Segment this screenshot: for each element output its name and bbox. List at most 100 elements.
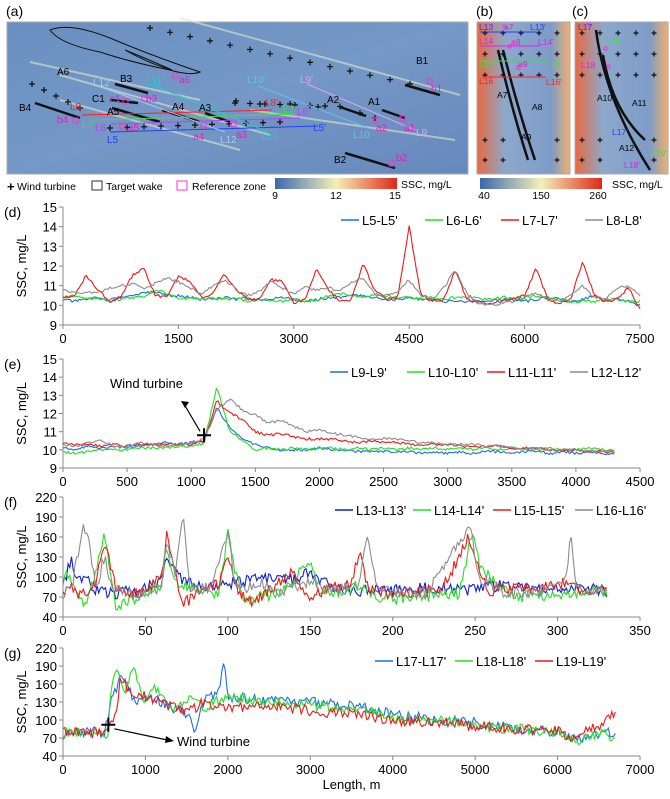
x-tick-label: 150 — [299, 623, 321, 638]
map-label: A11 — [632, 98, 647, 108]
x-tick-label: 350 — [629, 623, 651, 638]
wind-turbine-icon — [287, 55, 293, 62]
y-tick-label: 15 — [43, 352, 57, 367]
x-axis-label: Length, m — [323, 777, 381, 792]
map-label: b4 — [57, 115, 69, 126]
map-label: L11' — [146, 77, 164, 88]
map-label: A10 — [597, 93, 612, 103]
wind-turbine-icon — [158, 123, 164, 130]
wind-turbine-icon — [347, 68, 353, 74]
panel-label-b: (b) — [476, 3, 493, 19]
map-label: L9 — [416, 128, 428, 139]
wind-turbine-icon — [554, 51, 560, 57]
y-tick-label: 13 — [43, 388, 57, 403]
series-line-l19 — [62, 677, 616, 742]
map-label: L15' — [546, 60, 562, 70]
wind-turbine-icon — [192, 122, 198, 128]
wind-turbine-icon — [597, 137, 603, 143]
x-tick-label: 7500 — [626, 331, 655, 346]
map-label: a9 — [518, 59, 528, 69]
y-tick-label: 130 — [35, 695, 57, 710]
x-tick-label: 4500 — [395, 331, 424, 346]
map-label: a6 — [179, 75, 191, 86]
y-tick-label: 130 — [35, 550, 57, 565]
colorbar-a-label: SSC, mg/L — [401, 179, 452, 191]
series-line-l14 — [62, 528, 608, 611]
map-label: L12 — [220, 135, 237, 146]
wind-turbine-icon — [633, 72, 639, 78]
wind-turbine-icon — [579, 72, 585, 78]
chart-f: (f) SSC, mg/L 40 70 100 130 160 190 220 0 50 100 150… — [4, 490, 651, 638]
map-label: B4 — [19, 103, 32, 114]
y-axis-label: SSC, mg/L — [14, 671, 29, 734]
wind-turbine-icon — [107, 125, 113, 131]
map-label: L19' — [651, 148, 667, 158]
x-tick-label: 3000 — [296, 762, 325, 777]
wind-turbine-icon — [207, 37, 213, 44]
map-label: a8 — [511, 37, 521, 47]
x-tick-label: 3000 — [433, 474, 462, 489]
legend-label: L13-L13' — [356, 503, 406, 518]
map-label: L8' — [265, 98, 278, 109]
series-line-l6 — [62, 289, 641, 304]
x-tick-label: 6000 — [543, 762, 572, 777]
panel-label-a: (a) — [6, 3, 23, 19]
chart-d: (d) SSC, mg/L 9 10 11 12 13 14 15 0 1500 3000 4500 60… — [4, 200, 654, 346]
wake-streak — [59, 99, 241, 151]
map-label: a2 — [376, 123, 388, 134]
x-tick-label: 0 — [59, 331, 66, 346]
chart-e: (e) SSC, mg/L 9 10 11 12 13 14 15 0 500 1000 1500 200… — [4, 352, 654, 489]
wind-turbine-icon — [633, 51, 639, 57]
y-tick-label: 11 — [44, 425, 58, 440]
map-label: C1 — [92, 94, 105, 105]
map-label: B2 — [334, 155, 347, 166]
y-tick-label: 14 — [43, 220, 57, 235]
map-label: L11 — [262, 132, 278, 143]
wind-turbine-icon — [65, 99, 71, 105]
wind-turbine-icon — [579, 30, 585, 36]
legend-label: L17-L17' — [396, 654, 446, 669]
wind-turbine-icon — [77, 105, 83, 111]
target-wake-a6 — [49, 26, 202, 75]
series-line-l15 — [62, 530, 608, 609]
y-tick-label: 13 — [43, 239, 57, 254]
wind-turbine-icon — [227, 42, 233, 49]
reference-zone-legend-icon — [176, 180, 188, 191]
map-label: b1 — [431, 84, 443, 95]
wind-turbine-icon — [247, 46, 253, 53]
map-label: L18 — [581, 60, 595, 70]
wind-turbine-icon — [597, 72, 603, 78]
map-label: L14 — [479, 36, 493, 46]
wind-turbine-icon — [482, 51, 488, 57]
colorbar-a — [275, 178, 397, 189]
wake-streaks — [29, 17, 461, 151]
x-tick-label: 100 — [217, 623, 239, 638]
map-label: L10' — [247, 75, 266, 86]
map-label: L6' — [297, 107, 310, 118]
y-tick-label: 14 — [43, 370, 57, 385]
annotation-arrow — [114, 728, 173, 742]
y-axis-label: SSC, mg/L — [14, 526, 29, 589]
wind-turbine-icon — [41, 87, 47, 93]
map-label: A4 — [172, 102, 185, 113]
x-tick-label: 6000 — [510, 331, 539, 346]
map-label: b3 — [146, 94, 158, 105]
map-label: a4 — [193, 132, 205, 143]
wind-turbine-icon — [267, 50, 273, 57]
wind-turbine-icon — [197, 428, 212, 443]
legend-label: L11-L11' — [508, 365, 556, 380]
x-tick-label: 2000 — [213, 762, 242, 777]
wind-turbine-icon — [387, 76, 393, 83]
wind-turbine-icon — [482, 30, 488, 36]
x-tick-label: 300 — [547, 623, 569, 638]
wind-turbine-legend-label: Wind turbine — [17, 181, 76, 193]
y-tick-label: 100 — [35, 570, 57, 585]
wake-streak — [249, 109, 456, 141]
wind-turbine-icon — [554, 30, 560, 36]
wind-turbine-icon — [29, 81, 35, 87]
series-line-l7 — [62, 225, 641, 310]
wind-turbine-icon — [367, 72, 373, 79]
legend-label: L8-L8' — [606, 213, 642, 228]
